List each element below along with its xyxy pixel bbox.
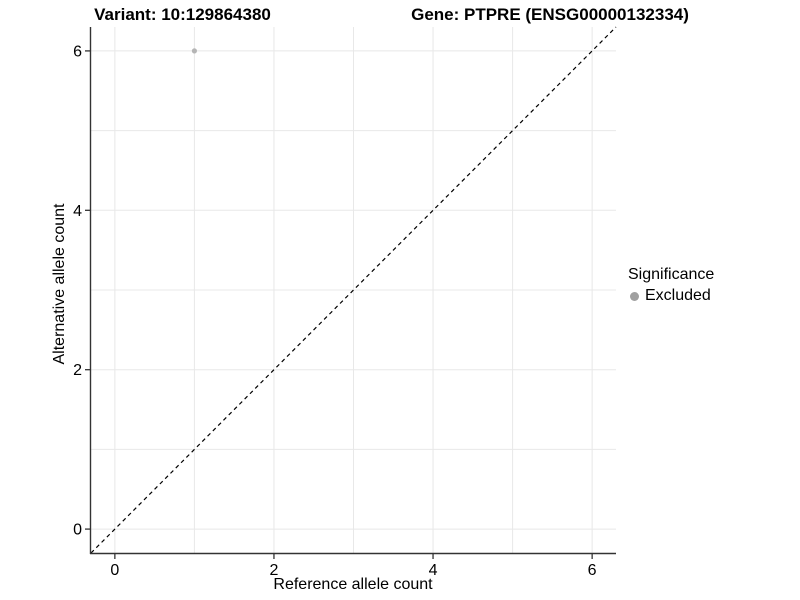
x-axis-label: Reference allele count xyxy=(273,576,433,593)
legend: Significance Excluded xyxy=(628,266,714,305)
x-tick-label: 4 xyxy=(429,562,438,579)
data-point xyxy=(191,48,198,54)
y-tick-label: 2 xyxy=(73,362,82,379)
identity-dashed-line xyxy=(90,26,617,554)
y-tick-label: 6 xyxy=(73,43,82,60)
x-tick-label: 0 xyxy=(110,562,119,579)
y-tick-label: 0 xyxy=(73,522,82,539)
excluded-point-icon xyxy=(630,291,639,301)
x-tick-label: 6 xyxy=(588,562,597,579)
legend-title: Significance xyxy=(628,266,715,283)
legend-item-excluded: Excluded xyxy=(628,287,714,305)
variant-title: Variant: 10:129864380 xyxy=(94,5,271,24)
gene-title: Gene: PTPRE (ENSG00000132334) xyxy=(411,5,689,24)
x-tick-label: 2 xyxy=(270,562,279,579)
legend-item-label: Excluded xyxy=(645,287,711,304)
y-tick-label: 4 xyxy=(73,203,82,220)
